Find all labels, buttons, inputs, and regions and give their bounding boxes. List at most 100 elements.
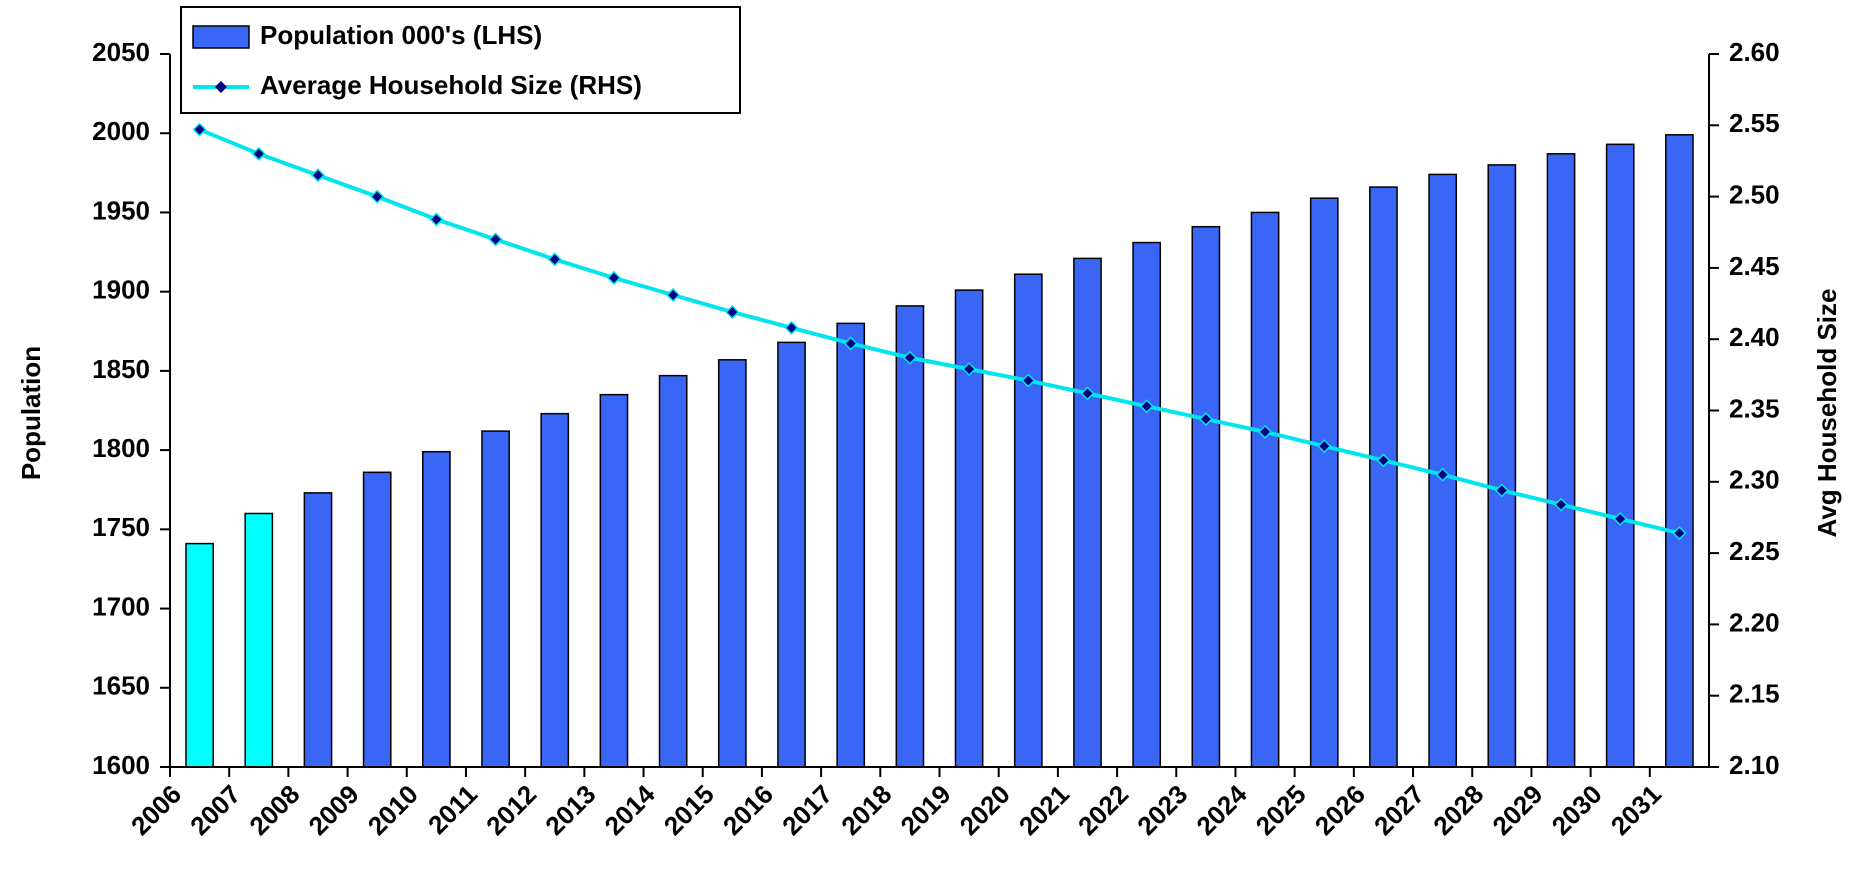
bar	[954, 289, 984, 768]
y-tick-label: 1800	[92, 433, 150, 463]
marker	[962, 362, 977, 377]
legend-marker	[215, 81, 227, 93]
bar	[422, 450, 451, 768]
x-tick-label: 2015	[658, 779, 720, 841]
bar	[717, 359, 747, 768]
y2-tick-label: 2.25	[1729, 536, 1780, 566]
y2-tick-label: 2.20	[1729, 607, 1780, 637]
x-tick-label: 2031	[1605, 779, 1667, 841]
y-tick-label: 1900	[92, 275, 150, 305]
y-tick-label: 1950	[92, 195, 150, 225]
x-tick-label: 2019	[894, 779, 956, 841]
x-tick-label: 2025	[1250, 779, 1312, 841]
marker	[1672, 526, 1687, 541]
y2-tick-label: 2.45	[1729, 251, 1780, 281]
marker	[310, 168, 326, 183]
x-tick-label: 2011	[422, 779, 483, 840]
x-tick-label: 2010	[362, 779, 424, 841]
marker	[1494, 483, 1509, 498]
marker	[1021, 373, 1036, 388]
bar	[1073, 257, 1102, 768]
y2-tick-label: 2.55	[1729, 108, 1780, 138]
legend-box	[180, 6, 741, 114]
x-tick-label: 2014	[599, 779, 661, 841]
legend-swatch	[192, 25, 250, 49]
bar	[658, 374, 688, 768]
marker	[725, 305, 740, 320]
y2-tick-label: 2.15	[1729, 679, 1780, 709]
y2-tick-label: 2.30	[1729, 465, 1780, 495]
y2-tick-label: 2.50	[1729, 179, 1780, 209]
x-tick-label: 2030	[1546, 779, 1608, 841]
bar	[1309, 197, 1339, 768]
bar	[1487, 164, 1517, 768]
line	[198, 127, 1680, 536]
marker	[666, 287, 681, 303]
y-tick-label: 2000	[92, 116, 150, 146]
marker	[1613, 511, 1628, 526]
x-tick-label: 2017	[776, 779, 838, 841]
marker	[1435, 467, 1450, 482]
x-tick-label: 2023	[1131, 779, 1193, 841]
bar	[1013, 273, 1043, 768]
bar	[481, 430, 510, 768]
marker	[1553, 497, 1569, 512]
x-tick-label: 2009	[303, 779, 365, 841]
y2-tick-label: 2.10	[1729, 750, 1780, 780]
legend-label: Average Household Size (RHS)	[260, 70, 642, 100]
y-tick-label: 1650	[92, 671, 150, 701]
x-tick-label: 2020	[954, 779, 1016, 841]
bar	[599, 393, 629, 768]
marker	[1139, 399, 1154, 414]
legend-label: Population 000's (LHS)	[260, 20, 542, 50]
y2-tick-label: 2.60	[1729, 37, 1780, 67]
bar	[1191, 225, 1221, 768]
bar	[1369, 186, 1398, 768]
bar	[362, 471, 392, 768]
y-tick-label: 1600	[92, 750, 150, 780]
marker	[784, 320, 799, 335]
x-tick-label: 2012	[480, 779, 542, 841]
bar	[1665, 134, 1694, 768]
x-tick-label: 2016	[717, 779, 779, 841]
marker	[843, 336, 858, 351]
bar	[1605, 143, 1635, 768]
bar	[303, 492, 333, 768]
y2-axis-title: Avg Household Size	[1812, 289, 1842, 538]
marker	[547, 252, 562, 267]
marker	[1198, 411, 1213, 427]
x-tick-label: 2006	[125, 779, 187, 841]
marker	[1257, 424, 1273, 439]
bar	[1546, 153, 1576, 768]
marker	[606, 270, 622, 285]
marker	[251, 146, 266, 161]
bar	[777, 341, 806, 768]
y-tick-label: 1750	[92, 512, 150, 542]
x-tick-label: 2021	[1013, 779, 1075, 841]
bar	[1250, 211, 1280, 768]
x-tick-label: 2008	[243, 779, 305, 841]
marker	[429, 212, 444, 227]
x-tick-label: 2024	[1190, 779, 1252, 841]
marker	[1080, 386, 1095, 401]
bar	[836, 322, 866, 768]
y-tick-label: 1850	[92, 354, 150, 384]
x-tick-label: 2018	[835, 779, 897, 841]
marker	[488, 232, 503, 247]
marker	[1317, 439, 1332, 454]
x-tick-label: 2022	[1072, 779, 1134, 841]
y-axis-title: Population	[16, 346, 46, 480]
x-tick-label: 2027	[1368, 779, 1430, 841]
bar	[540, 412, 570, 768]
marker	[370, 189, 385, 204]
x-tick-label: 2028	[1427, 779, 1489, 841]
bar	[895, 305, 925, 768]
y-tick-label: 2050	[92, 37, 150, 67]
x-tick-label: 2013	[539, 779, 601, 841]
bar	[185, 542, 214, 768]
x-tick-label: 2007	[184, 779, 246, 841]
y-tick-label: 1700	[92, 591, 150, 621]
y2-tick-label: 2.40	[1729, 322, 1780, 352]
